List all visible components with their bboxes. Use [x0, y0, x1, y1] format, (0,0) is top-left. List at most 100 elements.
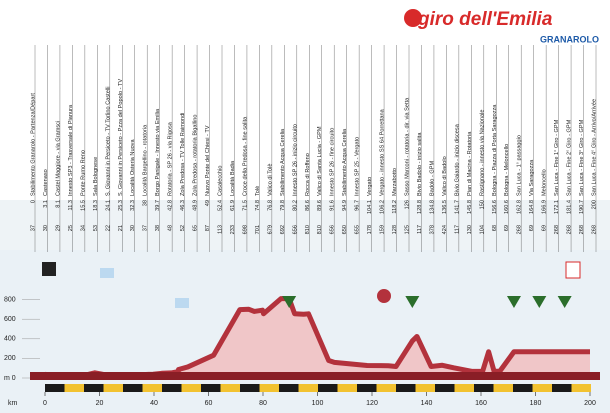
- waypoint-altitude: 53: [93, 225, 99, 231]
- waypoint-km: 128.8: [417, 200, 423, 214]
- km-bar: [84, 384, 104, 392]
- waypoint-km: 42.8: [168, 200, 174, 211]
- waypoint-km: 106.2: [380, 200, 386, 214]
- gpm-icon: [506, 296, 521, 308]
- waypoint-name: Vergato - innesto SS 64 Porrettana: [380, 108, 386, 196]
- waypoint-altitude: 655: [355, 225, 361, 234]
- waypoint-km: 181.4: [567, 200, 573, 214]
- waypoint-km: 134.8: [429, 200, 435, 214]
- waypoint-km: 200: [591, 200, 597, 209]
- waypoint-altitude: 117: [454, 225, 460, 234]
- waypoint-km: 71.5: [242, 200, 248, 211]
- waypoint-altitude: 37: [30, 225, 36, 231]
- waypoint-km: 0: [30, 200, 36, 203]
- waypoint-name: Innesto SP 25 - Vergato: [355, 137, 361, 196]
- x-tick-label: 200: [584, 400, 596, 407]
- waypoint-altitude: 128: [392, 225, 398, 234]
- km-bar: [415, 384, 435, 392]
- waypoint-altitude: 22: [105, 225, 111, 231]
- finish-icon: [565, 261, 581, 279]
- waypoint-km: 118.2: [392, 200, 398, 214]
- waypoint-km: 46.3: [180, 200, 186, 211]
- km-bar: [571, 384, 591, 392]
- waypoint-name: Località Bargellino - rotatoria: [143, 124, 149, 196]
- waypoint-km: 162.8: [517, 200, 523, 214]
- waypoint-km: 166.9: [542, 200, 548, 214]
- waypoint-name: Nuovo Ponte del Chiesi - TV: [205, 125, 211, 196]
- waypoint-name: Località Osteria Nuova: [130, 139, 136, 196]
- km-bar: [435, 384, 455, 392]
- waypoint-altitude: 37: [143, 225, 149, 231]
- gpm-icon: [557, 296, 572, 308]
- waypoint-altitude: 52: [180, 225, 186, 231]
- km-bar: [201, 384, 221, 392]
- refreshment-icon: [377, 289, 391, 303]
- waypoint-km: 8.1: [55, 200, 61, 208]
- waypoint-altitude: 268: [567, 225, 573, 234]
- waypoint-km: 76.8: [267, 200, 273, 211]
- km-bar: [493, 384, 513, 392]
- y-tick-label: m 0: [4, 375, 16, 382]
- waypoint-name: Innesto SP 26 - fine circuito: [330, 128, 336, 196]
- x-tick-label: 140: [421, 400, 433, 407]
- waypoint-name: San Luca - Fine 3° Giro - GPM: [579, 119, 585, 196]
- waypoint-altitude: 656: [330, 225, 336, 234]
- waypoint-name: Bivio Gaiardo - inizio discesa: [454, 123, 460, 196]
- x-tick-label: 60: [205, 400, 213, 407]
- waypoint-altitude: 268: [554, 225, 560, 234]
- waypoint-km: 141.7: [454, 200, 460, 214]
- waypoint-altitude: 104: [479, 225, 485, 234]
- waypoint-name: Sasso Marconi - rotatoria - dir. via Set…: [404, 97, 410, 196]
- waypoint-name: Via Saragozza: [529, 159, 535, 196]
- km-bar: [45, 384, 65, 392]
- waypoint-altitude: 159: [380, 225, 386, 234]
- sponsor: GRANAROLO: [540, 34, 599, 44]
- waypoint-altitude: 268: [591, 225, 597, 234]
- tv-icon: [175, 298, 189, 308]
- tv-icon: [100, 268, 114, 278]
- waypoint-altitude: 30: [43, 225, 49, 231]
- waypoint-name: Casalecchio: [217, 166, 223, 196]
- waypoint-km: 61.9: [230, 200, 236, 211]
- waypoint-km: 24.1: [105, 200, 111, 211]
- waypoint-altitude: 268: [517, 225, 523, 234]
- waypoint-name: Borgo Panigale - Innesto via Emilia: [155, 108, 161, 196]
- waypoint-km: 126: [404, 200, 410, 209]
- waypoint-altitude: 650: [342, 225, 348, 234]
- waypoint-km: 150: [479, 200, 485, 209]
- waypoint-name: Pian di Macina - Rotatoria: [467, 131, 473, 196]
- km-bar: [513, 384, 533, 392]
- waypoint-altitude: 130: [467, 225, 473, 234]
- waypoint-altitude: 810: [305, 225, 311, 234]
- waypoint-name: Rocca di Roffeno: [305, 153, 311, 196]
- waypoint-altitude: 810: [317, 225, 323, 234]
- x-tick-label: 120: [366, 400, 378, 407]
- waypoint-name: S. Giovanni in Persiceto - Pzza del Popo…: [118, 79, 124, 196]
- logo: giro dell'Emilia: [417, 9, 553, 30]
- waypoint-km: 86.6: [305, 200, 311, 211]
- waypoint-name: Castel Maggiore - via Gramsci: [55, 121, 61, 196]
- x-tick-label: 40: [150, 400, 158, 407]
- waypoint-km: 15.5: [80, 200, 86, 211]
- km-bar: [298, 384, 318, 392]
- waypoint-altitude: 68: [492, 225, 498, 231]
- waypoint-km: 190.7: [579, 200, 585, 214]
- waypoint-altitude: 113: [217, 225, 223, 234]
- km-bar: [357, 384, 377, 392]
- waypoint-altitude: 698: [242, 225, 248, 234]
- waypoint-altitude: 48: [168, 225, 174, 231]
- km-bar: [552, 384, 572, 392]
- x-tick-label: 160: [475, 400, 487, 407]
- waypoint-altitude: 178: [367, 225, 373, 234]
- waypoint-km: 156.6: [492, 200, 498, 214]
- waypoint-km: 25.3: [118, 200, 124, 211]
- waypoint-name: Innesto SP3 - Trasversale di Pianura: [68, 104, 74, 196]
- waypoint-km: 89.6: [317, 200, 323, 211]
- y-tick-label: 600: [4, 316, 16, 323]
- waypoint-name: Zola Predosa - TV Tolle Raimondi: [180, 113, 186, 196]
- waypoint-name: Stabilimento Granarolo - Partenza/Départ: [30, 93, 36, 196]
- waypoint-name: Stabilimento Acqua Cerelia: [342, 128, 348, 196]
- km-bar: [396, 384, 416, 392]
- km-bar: [279, 384, 299, 392]
